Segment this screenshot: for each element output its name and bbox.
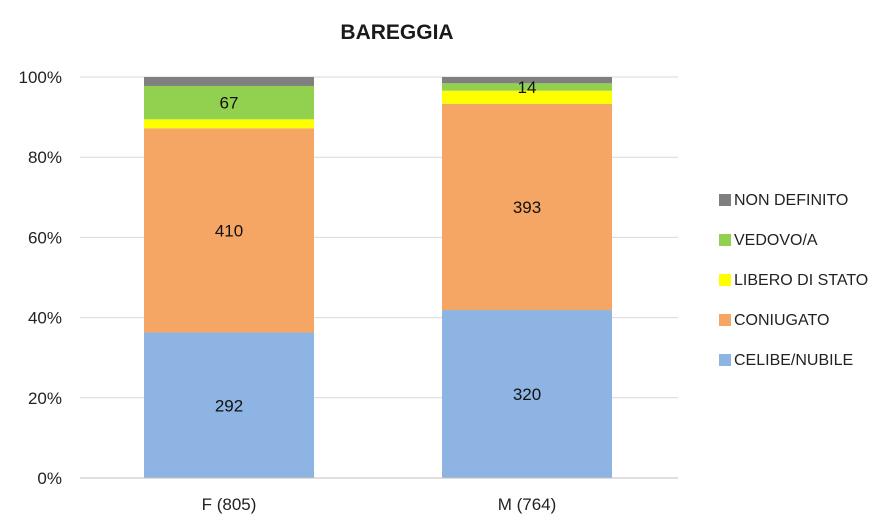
legend-swatch (719, 274, 731, 286)
y-tick-label: 40% (28, 309, 62, 328)
legend-swatch (719, 234, 731, 246)
legend: NON DEFINITO VEDOVO/A LIBERO DI STATO CONIU… (719, 192, 868, 369)
data-label: 292 (215, 396, 243, 415)
legend-swatch (719, 194, 731, 206)
data-label: 410 (215, 221, 243, 240)
data-label: 14 (518, 78, 537, 97)
y-tick-label: 20% (28, 389, 62, 408)
legend-swatch (719, 354, 731, 366)
y-tick-label: 60% (28, 228, 62, 247)
legend-label: CELIBE/NUBILE (734, 352, 853, 369)
legend-label: NON DEFINITO (734, 192, 848, 209)
bars (144, 77, 612, 478)
x-category-label: M (764) (498, 495, 557, 514)
bar-segment-non-definito (144, 77, 314, 86)
data-label: 67 (220, 94, 239, 113)
x-category-label: F (805) (202, 495, 257, 514)
legend-label: VEDOVO/A (734, 232, 818, 249)
data-label: 393 (513, 198, 541, 217)
y-tick-label: 0% (37, 469, 62, 488)
legend-label: LIBERO DI STATO (734, 272, 868, 289)
y-tick-label: 80% (28, 148, 62, 167)
legend-label: CONIUGATO (734, 312, 829, 329)
chart-title: BAREGGIA (340, 21, 453, 44)
y-tick-label: 100% (19, 68, 62, 87)
legend-swatch (719, 314, 731, 326)
data-label: 320 (513, 385, 541, 404)
bar-segment-libero-di-stato (144, 119, 314, 128)
